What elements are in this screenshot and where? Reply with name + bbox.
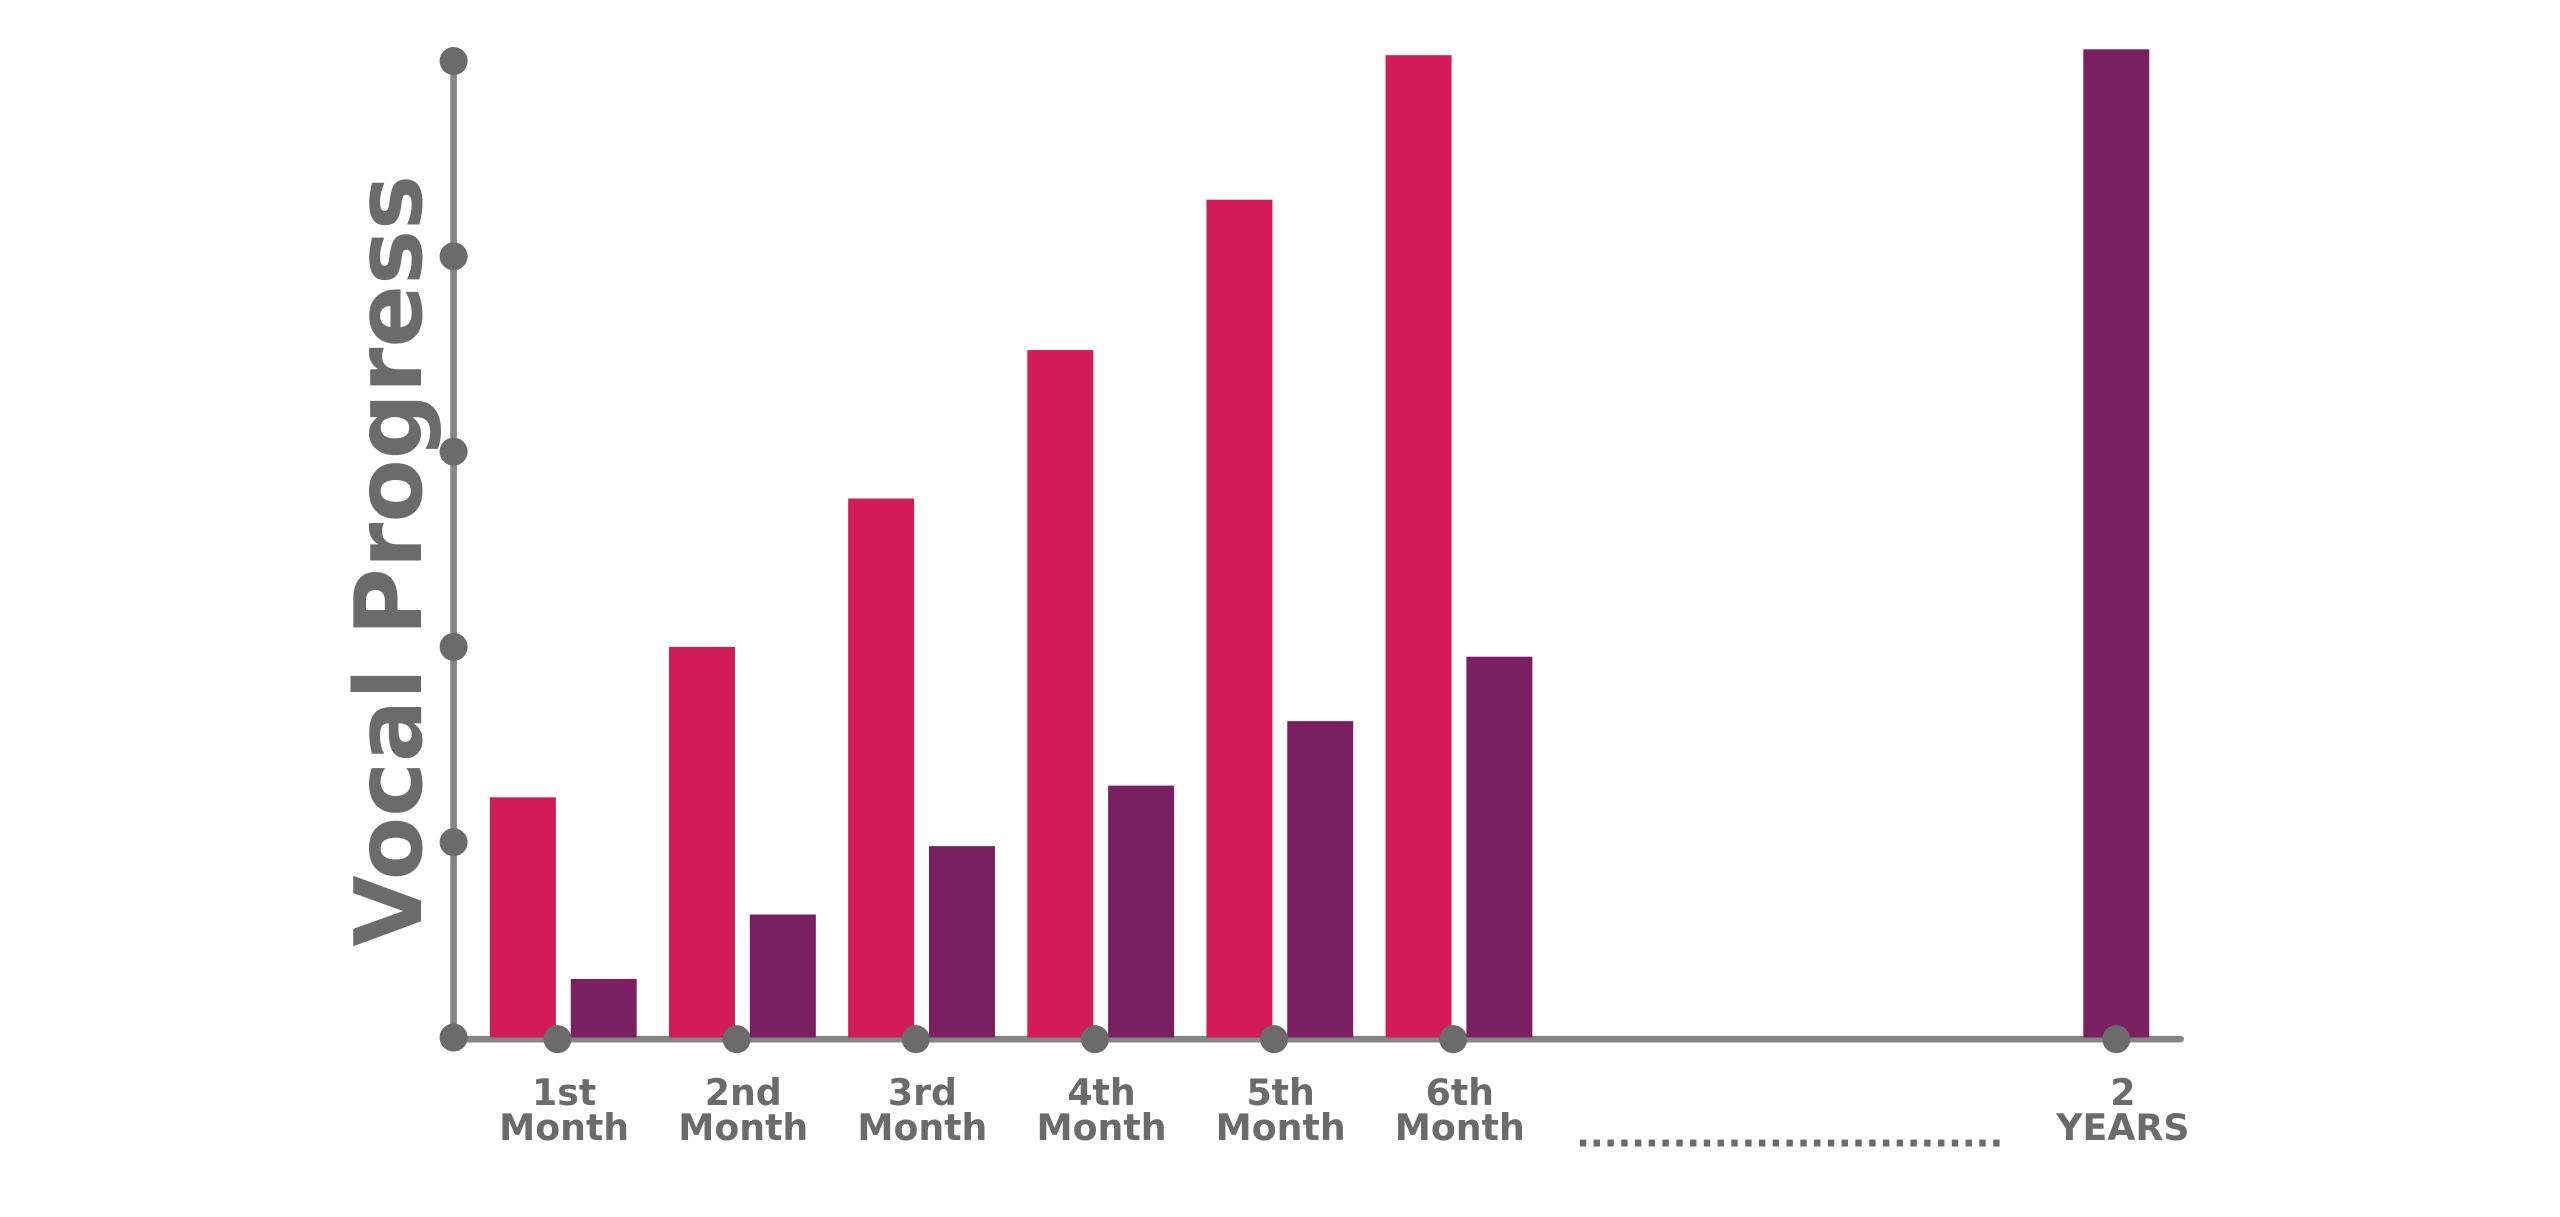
bar	[749, 914, 816, 1038]
label-line: 4th	[1067, 1071, 1135, 1114]
y-tick-dot	[439, 828, 468, 857]
x-tick-label: 5th Month	[1216, 1071, 1346, 1149]
bar	[2083, 49, 2150, 1038]
x-tick-label: 1st Month	[499, 1071, 629, 1149]
x-tick-dot	[1080, 1025, 1109, 1054]
x-tick-dot	[901, 1025, 930, 1054]
bar	[570, 978, 637, 1038]
label-line: 2	[2110, 1071, 2135, 1114]
bar	[669, 646, 736, 1038]
label-line: Month	[1395, 1106, 1525, 1149]
bar	[1206, 199, 1273, 1038]
y-tick-dot	[439, 1023, 468, 1052]
bar	[489, 797, 556, 1038]
x-tick-label: 4th Month	[1037, 1071, 1167, 1149]
label-line: 3rd	[888, 1071, 957, 1114]
y-tick-dot	[439, 632, 468, 661]
x-tick-label: 6th Month	[1395, 1071, 1525, 1149]
bar	[928, 846, 995, 1038]
label-line: 1st	[532, 1071, 596, 1114]
label-line: Month	[678, 1106, 808, 1149]
x-tick-dot	[722, 1025, 751, 1054]
label-line: 2nd	[705, 1071, 782, 1114]
label-line: Month	[857, 1106, 987, 1149]
x-tick-dot	[1260, 1025, 1289, 1054]
label-line: Month	[1037, 1106, 1167, 1149]
label-line: Month	[1216, 1106, 1346, 1149]
bar	[848, 498, 915, 1038]
label-line: 6th	[1426, 1071, 1494, 1114]
y-tick-dot	[439, 242, 468, 271]
x-tick-dot	[2102, 1025, 2131, 1054]
bar	[1027, 350, 1094, 1038]
x-tick-label: 2 YEARS	[2055, 1071, 2189, 1149]
bar	[1287, 721, 1354, 1038]
x-tick-label: 3rd Month	[857, 1071, 987, 1149]
bar	[1385, 55, 1452, 1038]
x-tick-dot	[1439, 1025, 1468, 1054]
label-line: YEARS	[2055, 1106, 2189, 1149]
y-tick-dot	[439, 47, 468, 76]
label-line: 5th	[1246, 1071, 1314, 1114]
y-tick-dot	[439, 437, 468, 466]
label-line: Month	[499, 1106, 629, 1149]
x-tick-dot	[543, 1025, 572, 1054]
bar	[1108, 785, 1175, 1038]
x-tick-label: 2nd Month	[678, 1071, 808, 1149]
bar	[1466, 656, 1533, 1038]
y-axis-label: Vocal Progress	[335, 175, 443, 947]
annotation: ...............................	[1576, 1112, 2003, 1155]
